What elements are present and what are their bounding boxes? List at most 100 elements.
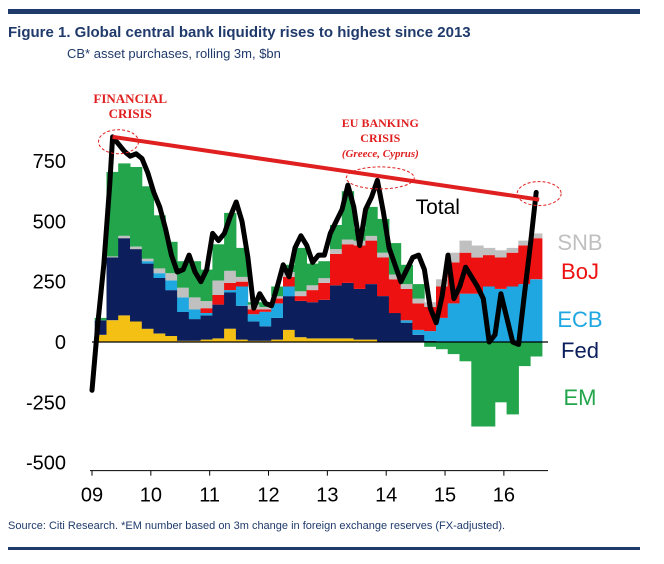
bar-em (412, 284, 425, 299)
bar-em (153, 215, 166, 269)
bar-fed (200, 315, 213, 340)
bar-snb (318, 278, 331, 283)
bar-ecb (459, 293, 472, 342)
bar-boj (388, 279, 402, 314)
bar-fed (165, 290, 178, 336)
bar-fed (177, 311, 190, 341)
bar-fed (294, 301, 307, 338)
bar-em (94, 317, 107, 321)
bar-other (306, 338, 319, 342)
bar-em (365, 206, 378, 236)
bar-snb (188, 297, 202, 310)
bar-fed (224, 292, 237, 329)
annotation-eu-line2: CRISIS (360, 131, 400, 145)
bar-other (165, 336, 178, 342)
y-tick-label: -500 (26, 453, 66, 475)
bar-snb (153, 268, 166, 274)
bar-snb (471, 245, 484, 258)
bar-other (153, 333, 166, 342)
bar-other (271, 339, 284, 342)
annotation-eu-line1: EU BANKING (342, 116, 419, 130)
bar-snb (518, 240, 531, 246)
x-axis: 09 10 11 12 13 14 15 16 (81, 470, 548, 507)
bar-fed (377, 296, 390, 342)
bar-boj (224, 282, 237, 291)
legend-boj: BoJ (561, 259, 599, 284)
bar-snb (294, 291, 307, 297)
bar-boj (294, 296, 307, 301)
bar-ecb (271, 303, 284, 318)
bar-snb (177, 287, 190, 298)
bar-ecb (247, 314, 260, 322)
x-tick-label: 15 (434, 485, 456, 507)
annotation-ellipse-financial (97, 129, 139, 155)
bar-snb (330, 249, 343, 254)
bar-other (130, 321, 143, 342)
bar-boj (365, 240, 378, 284)
legend-fed: Fed (561, 338, 599, 363)
bar-snb (306, 285, 319, 291)
bar-em (436, 342, 449, 350)
bar-snb (494, 250, 508, 258)
x-tick-label: 09 (81, 485, 103, 507)
bar-boj (353, 245, 366, 289)
bar-fed (118, 238, 131, 316)
bar-boj (212, 294, 225, 305)
bar-snb (235, 276, 249, 282)
bar-em (471, 342, 484, 427)
bar-other (94, 334, 107, 342)
bar-other (318, 338, 331, 342)
bar-em (530, 342, 543, 357)
bar-ecb (424, 331, 437, 341)
bar-fed (306, 302, 319, 339)
bar-snb (200, 301, 213, 309)
bar-em (447, 342, 460, 355)
bar-snb (341, 239, 355, 245)
bar-other (141, 328, 155, 342)
bar-ecb (141, 261, 155, 264)
annotation-eu-line3: (Greece, Cyprus) (342, 148, 419, 160)
bar-snb (506, 247, 519, 253)
bar-other (330, 338, 343, 342)
bar-other (235, 339, 249, 342)
bar-ecb (530, 279, 543, 342)
bar-em (506, 342, 519, 415)
bar-snb (106, 256, 119, 258)
bar-snb (447, 252, 460, 263)
bar-fed (271, 317, 284, 340)
bar-snb (459, 240, 472, 253)
total-line (89, 134, 539, 393)
bar-other (283, 329, 296, 342)
bar-snb (377, 252, 390, 258)
bar-fed (130, 249, 143, 322)
x-tick-label: 11 (199, 485, 220, 507)
trend-line (112, 134, 540, 202)
bar-em (212, 244, 225, 281)
y-tick-label: -250 (26, 392, 66, 414)
bar-snb (165, 273, 178, 281)
bar-other (224, 328, 237, 342)
annotation-ellipse-latest (516, 181, 562, 207)
bar-other (212, 338, 225, 342)
bar-fed (259, 326, 272, 341)
bar-fed (153, 278, 166, 334)
bar-em (130, 167, 143, 247)
total-label: Total (416, 196, 460, 219)
bar-other (365, 339, 378, 342)
bar-boj (318, 282, 331, 300)
x-tick-label: 14 (375, 485, 397, 507)
bar-other (341, 338, 355, 342)
bar-ecb (200, 313, 213, 316)
bar-boj (283, 276, 296, 287)
bar-em (118, 163, 131, 236)
bar-em (459, 342, 472, 362)
bar-fed (212, 304, 225, 339)
bar-boj (200, 308, 213, 313)
bar-boj (259, 309, 272, 312)
bar-ecb (412, 329, 425, 335)
bar-snb (130, 246, 143, 250)
bar-boj (271, 298, 284, 304)
bar-em (424, 342, 437, 347)
